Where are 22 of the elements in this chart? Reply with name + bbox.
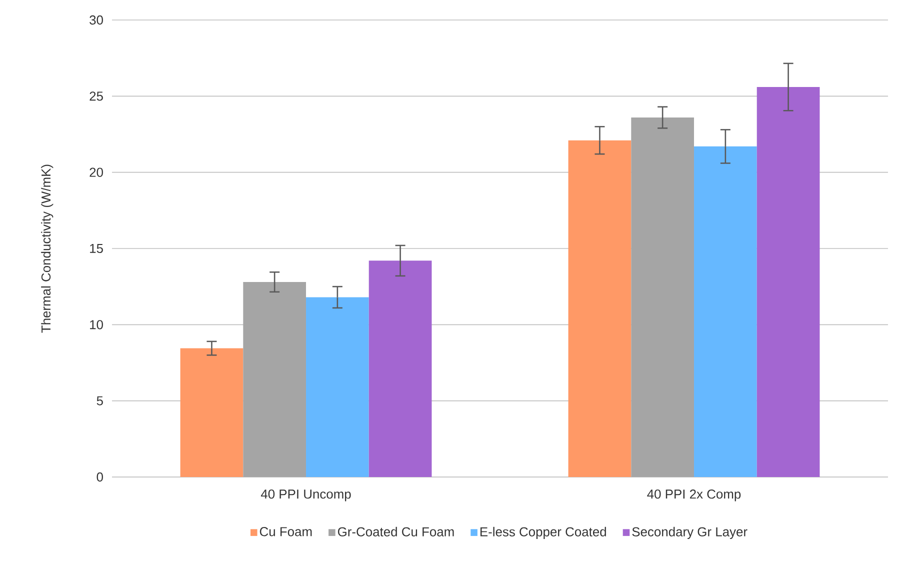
y-tick-label: 15 [90,244,103,254]
legend-label: E-less Copper Coated [480,526,606,539]
legend-label: Gr-Coated Cu Foam [338,526,454,536]
bar [243,282,306,477]
bar [568,140,632,477]
y-tick-label: 5 [96,396,103,406]
x-tick-label: 40 PPI Uncomp [260,490,351,502]
legend-label: Secondary Gr Layer [632,526,748,539]
y-tick-label: 10 [90,320,103,330]
bar [306,297,369,477]
bar [694,146,757,477]
y-tick-label: 0 [96,472,103,482]
bar [756,87,820,477]
y-tick-label: 20 [90,168,103,177]
bar [368,260,432,477]
bar [180,348,244,477]
x-tick-label: 40 PPI 2x Comp [647,490,741,502]
y-tick-label: 25 [90,92,103,101]
legend-label: Cu Foam [260,527,312,536]
y-axis-title: Thermal Conductivity (W/mK) [41,164,54,333]
bar [631,117,694,477]
y-tick-label: 30 [90,15,103,25]
